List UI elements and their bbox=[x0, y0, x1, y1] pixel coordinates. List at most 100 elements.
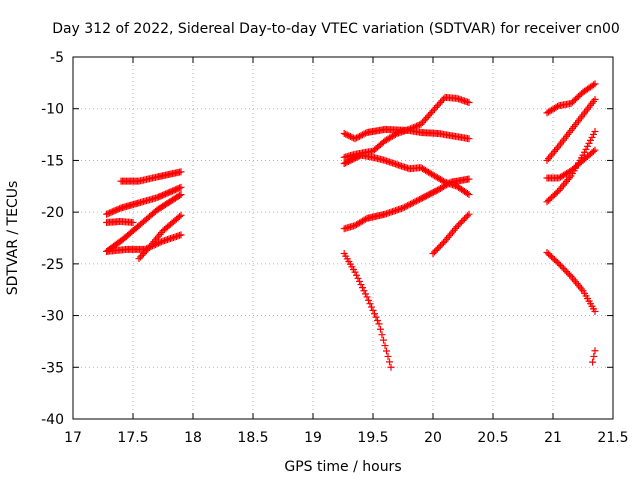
data-point bbox=[176, 184, 184, 192]
data-point bbox=[343, 131, 351, 139]
data-point bbox=[407, 200, 414, 208]
x-tick-label: 18.5 bbox=[237, 430, 268, 446]
data-point bbox=[363, 293, 371, 301]
data-point bbox=[158, 238, 165, 246]
data-point bbox=[360, 130, 368, 138]
data-series bbox=[543, 80, 599, 117]
data-series bbox=[543, 95, 599, 164]
data-point bbox=[360, 287, 368, 295]
data-point bbox=[411, 123, 419, 131]
data-point bbox=[431, 248, 438, 256]
data-point bbox=[405, 201, 413, 209]
data-point bbox=[440, 95, 447, 103]
y-tick-label: -40 bbox=[41, 412, 64, 428]
data-point bbox=[177, 231, 185, 239]
data-point bbox=[458, 218, 465, 226]
data-point bbox=[414, 196, 422, 204]
data-point bbox=[354, 133, 362, 141]
data-point bbox=[345, 132, 353, 140]
data-point bbox=[144, 245, 152, 253]
data-point bbox=[135, 255, 143, 263]
plot-area bbox=[103, 80, 599, 371]
data-point bbox=[176, 213, 183, 221]
data-series bbox=[543, 248, 599, 315]
data-point bbox=[353, 134, 360, 142]
data-point bbox=[177, 183, 185, 191]
data-point bbox=[564, 269, 572, 277]
data-point bbox=[417, 120, 425, 128]
data-point bbox=[356, 277, 363, 285]
data-point bbox=[423, 114, 431, 122]
data-point bbox=[437, 242, 444, 250]
data-point bbox=[435, 100, 443, 108]
x-tick-label: 20 bbox=[424, 430, 442, 446]
data-point bbox=[368, 303, 375, 311]
data-point bbox=[455, 221, 462, 229]
y-tick-label: -35 bbox=[41, 360, 64, 376]
data-point bbox=[413, 197, 420, 205]
data-point bbox=[590, 147, 597, 155]
y-tick-label: -30 bbox=[41, 309, 64, 325]
data-point bbox=[438, 97, 446, 105]
x-tick-label: 21 bbox=[544, 430, 562, 446]
data-series bbox=[589, 347, 599, 366]
x-tick-label: 18 bbox=[184, 430, 202, 446]
data-point bbox=[588, 133, 596, 141]
data-point bbox=[340, 130, 348, 138]
data-series bbox=[103, 191, 185, 255]
data-point bbox=[143, 246, 150, 254]
data-point bbox=[405, 125, 413, 133]
data-point bbox=[357, 281, 365, 289]
data-point bbox=[420, 117, 428, 125]
data-point bbox=[342, 130, 350, 138]
data-point bbox=[585, 139, 593, 147]
data-point bbox=[555, 260, 563, 268]
data-point bbox=[356, 132, 363, 140]
x-tick-label: 19.5 bbox=[357, 430, 388, 446]
data-point bbox=[590, 352, 598, 360]
data-point bbox=[591, 80, 599, 88]
data-point bbox=[432, 246, 440, 254]
data-point bbox=[399, 204, 407, 212]
data-point bbox=[372, 313, 380, 321]
data-series bbox=[340, 151, 473, 199]
data-point bbox=[554, 258, 561, 266]
data-point bbox=[591, 127, 599, 135]
data-point bbox=[422, 115, 429, 123]
data-point bbox=[429, 107, 437, 115]
data-point bbox=[413, 122, 420, 130]
data-point bbox=[177, 191, 185, 199]
data-point bbox=[461, 215, 468, 223]
data-point bbox=[584, 142, 591, 150]
data-point bbox=[591, 95, 599, 103]
data-point bbox=[462, 213, 470, 221]
data-point bbox=[414, 122, 422, 130]
data-point bbox=[453, 223, 461, 231]
x-tick-label: 19 bbox=[304, 430, 322, 446]
data-point bbox=[425, 112, 432, 120]
x-tick-label: 21.5 bbox=[597, 430, 628, 446]
data-point bbox=[155, 239, 162, 247]
data-point bbox=[561, 266, 569, 274]
data-point bbox=[146, 243, 153, 251]
y-tick-label: -5 bbox=[50, 50, 64, 66]
x-tick-label: 20.5 bbox=[477, 430, 508, 446]
plot-frame bbox=[72, 56, 614, 420]
data-point bbox=[440, 239, 447, 247]
data-point bbox=[431, 105, 438, 113]
data-point bbox=[554, 188, 561, 196]
x-tick-label: 17.5 bbox=[117, 430, 148, 446]
data-series bbox=[103, 231, 185, 255]
y-axis-label: SDTVAR / TECUs bbox=[5, 181, 21, 296]
data-point bbox=[380, 336, 387, 344]
data-series bbox=[117, 168, 185, 185]
data-point bbox=[410, 123, 417, 131]
axes: 17 17.5 18 18.5 19 19.5 20 20.5 21 21.5 -40 -35 -30 -… bbox=[41, 50, 628, 446]
data-point bbox=[464, 190, 471, 198]
data-series bbox=[543, 127, 599, 206]
chart-title: Day 312 of 2022, Sidereal Day-to-day VTE… bbox=[52, 21, 620, 37]
x-tick-label: 17 bbox=[64, 430, 82, 446]
data-point bbox=[401, 203, 408, 211]
data-point bbox=[141, 248, 149, 256]
